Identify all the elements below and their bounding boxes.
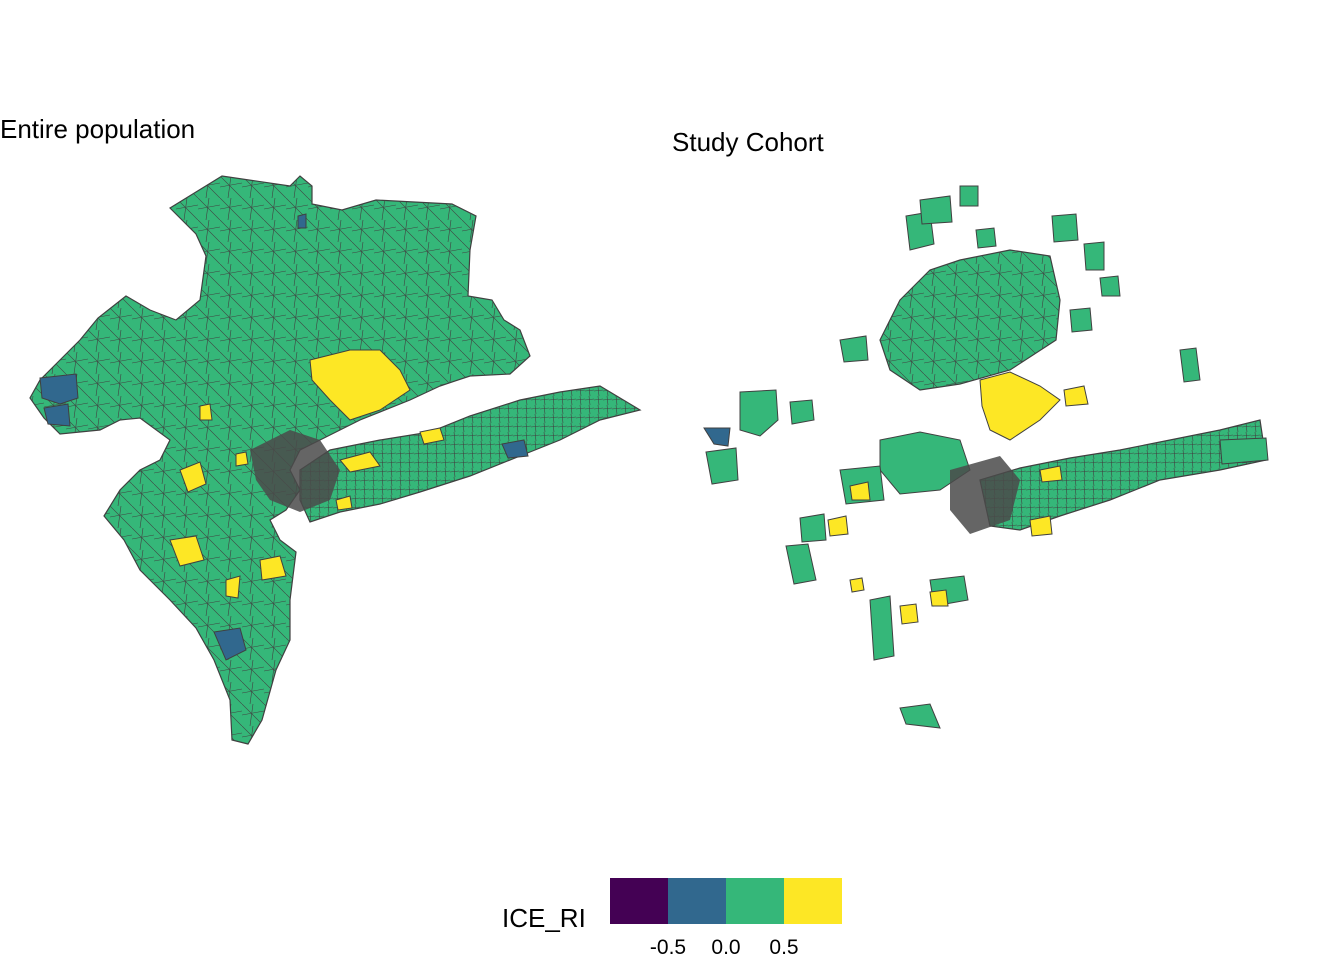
panel-title-entire-population: Entire population: [0, 114, 196, 144]
high-ice-areas: [169, 349, 445, 599]
urban-core: [250, 430, 340, 512]
cohort-urban-core: [950, 456, 1020, 534]
map-entire-population: [29, 175, 642, 745]
cohort-high-ice-areas: [827, 371, 1089, 625]
legend-tick-label: 0.5: [769, 936, 799, 959]
legend-tick-label: 0.0: [711, 936, 741, 959]
legend-bin-1: [610, 878, 668, 924]
legend-title: ICE_RI: [502, 903, 586, 933]
low-ice-areas: [39, 213, 529, 661]
legend-tick-label: -0.5: [649, 936, 687, 959]
cohort-fragments: [705, 185, 1269, 729]
map-study-cohort: [703, 185, 1269, 729]
legend-bin-3: [726, 878, 784, 924]
legend-bin-4: [784, 878, 842, 924]
legend-bin-2: [668, 878, 726, 924]
legend-color-bar: [610, 878, 842, 924]
panel-title-study-cohort: Study Cohort: [672, 127, 824, 157]
cohort-low-ice-area: [703, 427, 731, 447]
